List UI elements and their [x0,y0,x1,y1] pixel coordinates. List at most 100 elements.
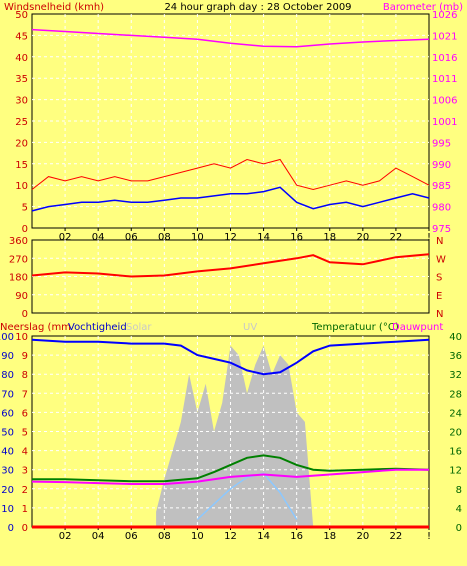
wind-gust-series [31,158,430,191]
dewpoint-series [31,468,429,485]
humidity-tick-label: 70 [1,389,14,400]
wind-direction-series [31,253,430,278]
direction-tick-label: 360 [9,236,28,247]
x-tick-label: 06 [125,232,138,243]
temperature-tick-label: 20 [449,428,462,439]
wind-tick-label: 40 [15,53,28,64]
barometer-tick-label: 990 [432,160,451,171]
solar-label: Solar [126,322,152,333]
rain-tick-label: 4 [22,447,28,458]
wind-tick-label: 10 [15,181,28,192]
wind-tick-label: 25 [15,117,28,128]
wind-tick-label: 15 [15,160,28,171]
x-tick-label: 22 [390,232,403,243]
rain-tick-label: 2 [22,485,28,496]
neerslag-label: Neerslag (mm [0,322,71,333]
rain-tick-label: 1 [22,504,28,515]
x-tick-label: 20 [356,531,369,542]
wind-tick-label: 5 [22,203,28,214]
rain-tick-label: 3 [22,466,28,477]
compass-label: W [436,254,446,265]
humidity-tick-label: 100 [0,332,14,343]
wind-average-series [31,186,430,212]
humidity-tick-label: 20 [1,485,14,496]
humidity-series [31,338,430,376]
rain-tick-label: 5 [22,428,28,439]
barometer-tick-label: 1016 [432,53,457,64]
wind-axis-label: Windsnelheid (kmh) [4,2,104,13]
uv-label: UV [243,322,257,333]
chart-title: 24 hour graph day : 28 October 2009 [164,2,351,13]
humidity-tick-label: 60 [1,408,14,419]
wind-tick-label: 30 [15,96,28,107]
direction-tick-label: 0 [22,309,28,320]
direction-tick-label: 90 [15,291,28,302]
barometer-tick-label: 1026 [432,10,457,21]
barometer-tick-label: 1006 [432,96,457,107]
wind-tick-label: 35 [15,74,28,85]
temperature-series [32,454,430,483]
direction-tick-label: 270 [9,254,28,265]
humidity-temperature-panel: 0102030405060708090100012345678910048121… [0,332,462,542]
humidity-tick-label: 40 [1,447,14,458]
wind-tick-label: 20 [15,138,28,149]
compass-label: N [436,309,443,320]
barometer-tick-label: 1021 [432,31,457,42]
direction-tick-label: 180 [9,273,28,284]
x-tick-label: 14 [257,531,270,542]
uv-series [196,472,298,520]
temperature-tick-label: 4 [456,504,462,515]
x-tick-label: 14 [257,232,270,243]
vochtigheid-label: Vochtigheid [68,322,127,333]
barometer-tick-label: 975 [432,224,451,235]
x-tick-label: 10 [191,531,204,542]
barometer-tick-label: 980 [432,203,451,214]
barometer-tick-label: 985 [432,181,451,192]
wind-tick-label: 50 [15,10,28,21]
humidity-tick-label: 50 [1,428,14,439]
x-tick-label: 12 [224,232,237,243]
temperature-tick-label: 0 [456,523,462,534]
temperature-tick-label: 40 [449,332,462,343]
temperature-tick-label: 12 [449,466,462,477]
wind-tick-label: 45 [15,31,28,42]
humidity-tick-label: 30 [1,466,14,477]
x-tick-label: 16 [290,531,303,542]
humidity-tick-label: 90 [1,351,14,362]
temperature-tick-label: 16 [449,447,462,458]
dauwpunt-label: Dauwpunt [392,322,443,333]
x-tick-label: 18 [323,531,336,542]
x-tick-label: 20 [356,232,369,243]
rain-tick-label: 9 [22,351,28,362]
temperatuur-label: Temperatuur (°C) [311,322,399,333]
x-tick-label: 06 [125,531,138,542]
rain-tick-label: 0 [22,523,28,534]
x-tick-label: 04 [92,531,105,542]
rain-tick-label: 6 [22,408,28,419]
barometer-tick-label: 995 [432,138,451,149]
temperature-tick-label: 24 [449,408,462,419]
x-tick-label: ! [427,531,431,542]
x-tick-label: 18 [323,232,336,243]
rain-tick-label: 7 [22,389,28,400]
compass-label: N [436,236,443,247]
temperature-tick-label: 36 [449,351,462,362]
x-tick-label: 12 [224,531,237,542]
x-tick-label: 08 [158,232,171,243]
humidity-tick-label: 10 [1,504,14,515]
temperature-tick-label: 8 [456,485,462,496]
x-tick-label: 22 [390,531,403,542]
barometer-series [31,28,430,48]
x-tick-label: 02 [59,232,72,243]
compass-label: E [436,291,442,302]
barometer-tick-label: 1001 [432,117,457,128]
temperature-tick-label: 32 [449,370,462,381]
temperature-tick-label: 28 [449,389,462,400]
x-tick-label: ! [427,232,431,243]
barometer-axis-label: Barometer (mb) [383,2,463,13]
x-tick-label: 02 [59,531,72,542]
wind-tick-label: 0 [22,224,28,235]
x-tick-label: 04 [92,232,105,243]
